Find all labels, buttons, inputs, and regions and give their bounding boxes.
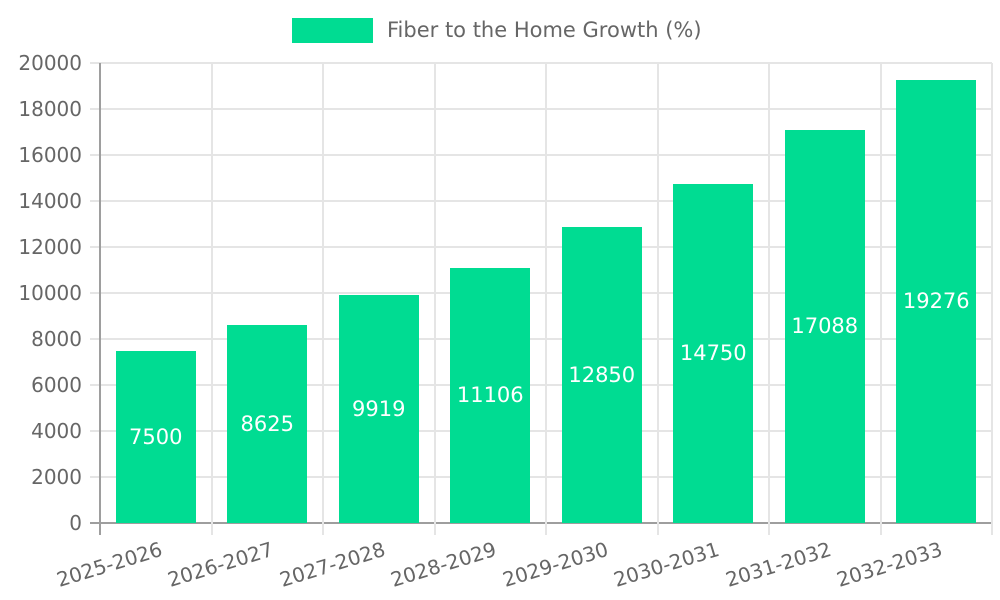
x-tick-label-text: 2031-2032	[722, 537, 834, 592]
bar-value-label: 14750	[679, 341, 747, 366]
gridline-vertical	[545, 63, 547, 535]
legend-item[interactable]: Fiber to the Home Growth (%)	[292, 18, 702, 43]
y-tick-label: 12000	[18, 235, 82, 259]
gridline-horizontal	[90, 430, 992, 432]
x-tick-label-text: 2028-2029	[387, 537, 500, 592]
y-tick-label: 10000	[18, 281, 82, 305]
x-tick-label-text: 2032-2033	[833, 537, 946, 592]
y-tick-label: 4000	[31, 419, 82, 443]
y-tick-label: 0	[69, 511, 82, 535]
gridline-horizontal	[90, 200, 992, 202]
bar-2031-2032[interactable]: 17088	[784, 129, 865, 523]
gridline-vertical	[656, 63, 659, 535]
gridline-horizontal	[90, 108, 992, 110]
x-tick-label: 2027-2028	[0, 537, 387, 592]
gridline-vertical	[991, 63, 993, 535]
x-tick-label: 2030-2031	[0, 537, 722, 592]
y-tick-label: 20000	[18, 51, 82, 75]
x-tick-label: 2029-2030	[0, 537, 610, 592]
bar-value-label: 8625	[240, 411, 294, 436]
gridline-vertical	[210, 63, 213, 535]
x-tick-label: 2025-2026	[0, 537, 164, 592]
y-tick-label: 6000	[31, 373, 82, 397]
x-tick-label: 2028-2029	[0, 537, 499, 592]
x-tick-label-text: 2029-2030	[499, 537, 611, 592]
x-tick-label: 2032-2033	[0, 537, 945, 592]
bar-2032-2033[interactable]: 19276	[896, 79, 977, 523]
bar-value-label: 7500	[129, 424, 183, 449]
bar-value-label: 12850	[568, 363, 636, 388]
gridline-horizontal	[90, 246, 992, 248]
x-axis-line	[90, 522, 992, 524]
x-tick-label-text: 2027-2028	[276, 537, 388, 592]
bar-value-label: 19276	[902, 289, 970, 314]
y-axis-line	[99, 63, 101, 535]
gridline-horizontal	[90, 384, 992, 386]
legend-label: Fiber to the Home Growth (%)	[387, 18, 702, 42]
gridline-vertical	[433, 63, 436, 535]
y-tick-label: 8000	[31, 327, 82, 351]
bar-value-label: 11106	[456, 383, 524, 408]
y-tick-label: 18000	[18, 97, 82, 121]
y-tick-label: 2000	[31, 465, 82, 489]
x-tick-label-text: 2030-2031	[610, 537, 723, 592]
x-tick-label-text: 2025-2026	[53, 537, 165, 592]
bar-2028-2029[interactable]: 11106	[450, 267, 531, 523]
y-tick-label: 16000	[18, 143, 82, 167]
bar-2030-2031[interactable]: 14750	[673, 183, 754, 523]
gridline-horizontal	[90, 62, 992, 64]
bar-value-label: 9919	[352, 396, 406, 421]
x-tick-label-text: 2026-2027	[164, 537, 277, 592]
bar-2025-2026[interactable]: 7500	[115, 350, 196, 523]
x-tick-label: 2026-2027	[0, 537, 276, 592]
bar-2027-2028[interactable]: 9919	[338, 294, 419, 523]
gridline-horizontal	[90, 476, 992, 478]
gridline-vertical	[879, 63, 882, 535]
gridline-horizontal	[90, 292, 992, 294]
gridline-horizontal	[90, 338, 992, 340]
gridline-vertical	[768, 63, 770, 535]
y-tick-label: 14000	[18, 189, 82, 213]
bar-2026-2027[interactable]: 8625	[227, 324, 308, 523]
bar-value-label: 17088	[791, 314, 859, 339]
legend-swatch	[292, 18, 373, 43]
bar-2029-2030[interactable]: 12850	[561, 227, 642, 523]
x-tick-label: 2031-2032	[0, 537, 833, 592]
gridline-vertical	[322, 63, 324, 535]
gridline-horizontal	[90, 154, 992, 156]
